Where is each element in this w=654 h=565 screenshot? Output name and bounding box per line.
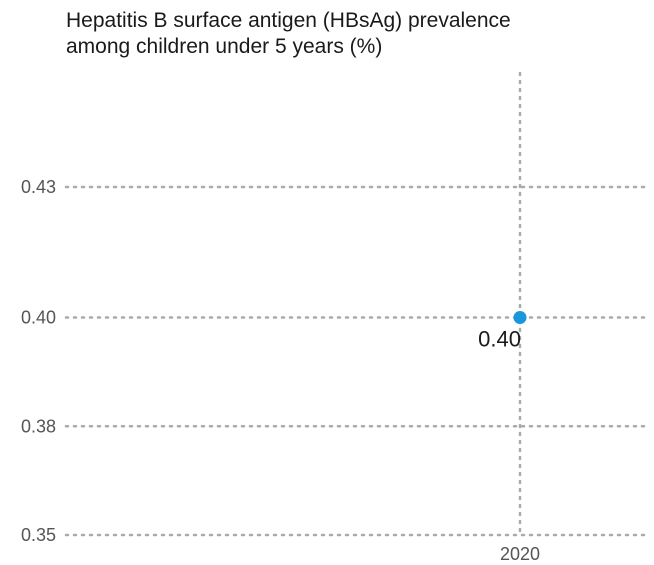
y-tick-label: 0.43 bbox=[21, 177, 56, 197]
data-label: 0.40 bbox=[478, 327, 521, 352]
chart-title-line-1: Hepatitis B surface antigen (HBsAg) prev… bbox=[66, 9, 511, 32]
chart-title: Hepatitis B surface antigen (HBsAg) prev… bbox=[66, 8, 646, 60]
y-tick-label: 0.38 bbox=[21, 416, 56, 436]
y-tick-label: 0.35 bbox=[21, 525, 56, 545]
x-tick-label: 2020 bbox=[500, 544, 540, 564]
x-tick-labels: 2020 bbox=[500, 544, 540, 564]
y-gridlines bbox=[64, 185, 652, 537]
y-tick-label: 0.40 bbox=[21, 308, 56, 328]
chart-title-line-2: among children under 5 years (%) bbox=[66, 35, 383, 58]
data-points bbox=[513, 311, 527, 324]
y-tick-labels: 0.43 0.40 0.38 0.35 bbox=[21, 177, 56, 545]
data-labels: 0.40 bbox=[478, 327, 521, 352]
data-point bbox=[513, 311, 527, 324]
